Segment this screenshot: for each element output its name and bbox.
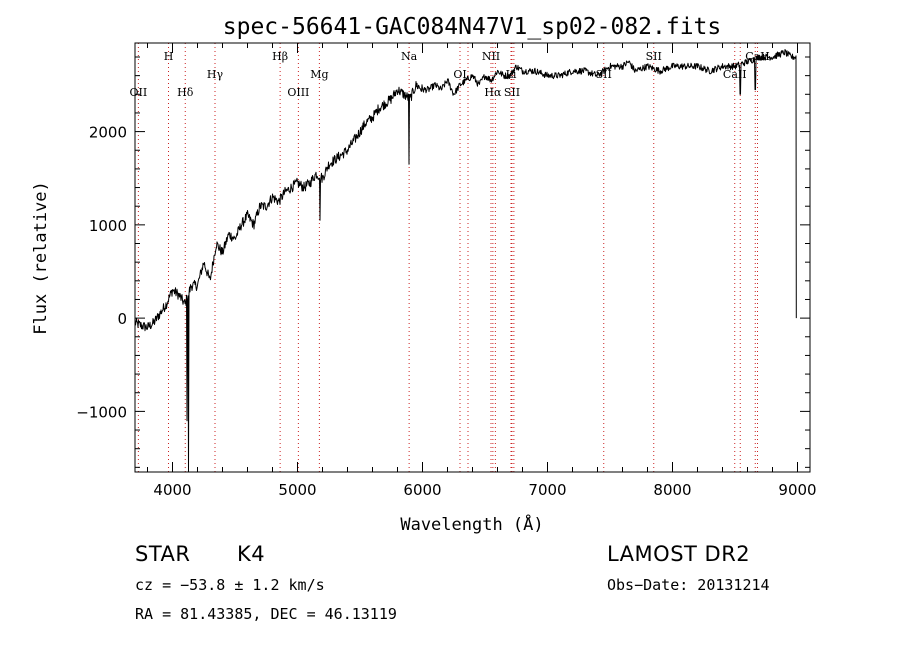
- line-label: Li: [506, 68, 517, 81]
- line-label: SII: [596, 68, 612, 81]
- y-axis-ticks: −1000 0 1000 2000: [76, 56, 810, 468]
- x-tick-label: 6000: [403, 481, 441, 499]
- redshift-velocity: cz = −53.8 ± 1.2 km/s: [135, 576, 325, 594]
- y-tick-label: 2000: [89, 124, 127, 142]
- plot-frame: [134, 42, 811, 473]
- y-tick-label: −1000: [76, 403, 127, 421]
- x-tick-label: 7000: [528, 481, 566, 499]
- y-axis-label: Flux (relative): [31, 181, 51, 335]
- line-label: SII: [646, 50, 662, 63]
- line-label: H: [164, 50, 174, 63]
- x-axis-ticks: 4000 5000 6000 7000 8000 9000: [147, 43, 817, 499]
- line-label: Hβ: [272, 50, 288, 63]
- observation-date: Obs−Date: 20131214: [607, 576, 770, 594]
- spectral-line-markers: [137, 43, 758, 472]
- chart-title: spec-56641-GAC084N47V1_sp02-082.fits: [223, 14, 722, 40]
- x-tick-label: 5000: [278, 481, 316, 499]
- line-label: SII: [504, 86, 520, 99]
- line-label: Hα: [484, 86, 502, 99]
- y-tick-label: 1000: [89, 217, 127, 235]
- survey-name: LAMOST DR2: [607, 542, 751, 566]
- y-tick-label: 0: [117, 310, 127, 328]
- spectrum-series: [134, 49, 797, 473]
- line-label: OIII: [287, 86, 309, 99]
- line-label: NII: [482, 50, 500, 63]
- line-label: Na: [401, 50, 418, 63]
- ra-dec-coordinates: RA = 81.43385, DEC = 46.13119: [135, 605, 397, 623]
- x-tick-label: 8000: [653, 481, 691, 499]
- line-label: Hδ: [177, 86, 194, 99]
- line-label: OII: [130, 86, 148, 99]
- line-label: Mg: [310, 68, 328, 81]
- line-label: OI: [453, 68, 466, 81]
- line-label: CaII: [723, 68, 747, 81]
- line-label: Hγ: [207, 68, 224, 81]
- line-label: CaH: [745, 50, 770, 63]
- object-subclass: K4: [237, 542, 266, 566]
- x-tick-label: 9000: [778, 481, 816, 499]
- spectrum-line: [134, 49, 797, 473]
- object-class: STAR: [135, 542, 191, 566]
- x-axis-label: Wavelength (Å): [400, 513, 543, 535]
- x-tick-label: 4000: [153, 481, 191, 499]
